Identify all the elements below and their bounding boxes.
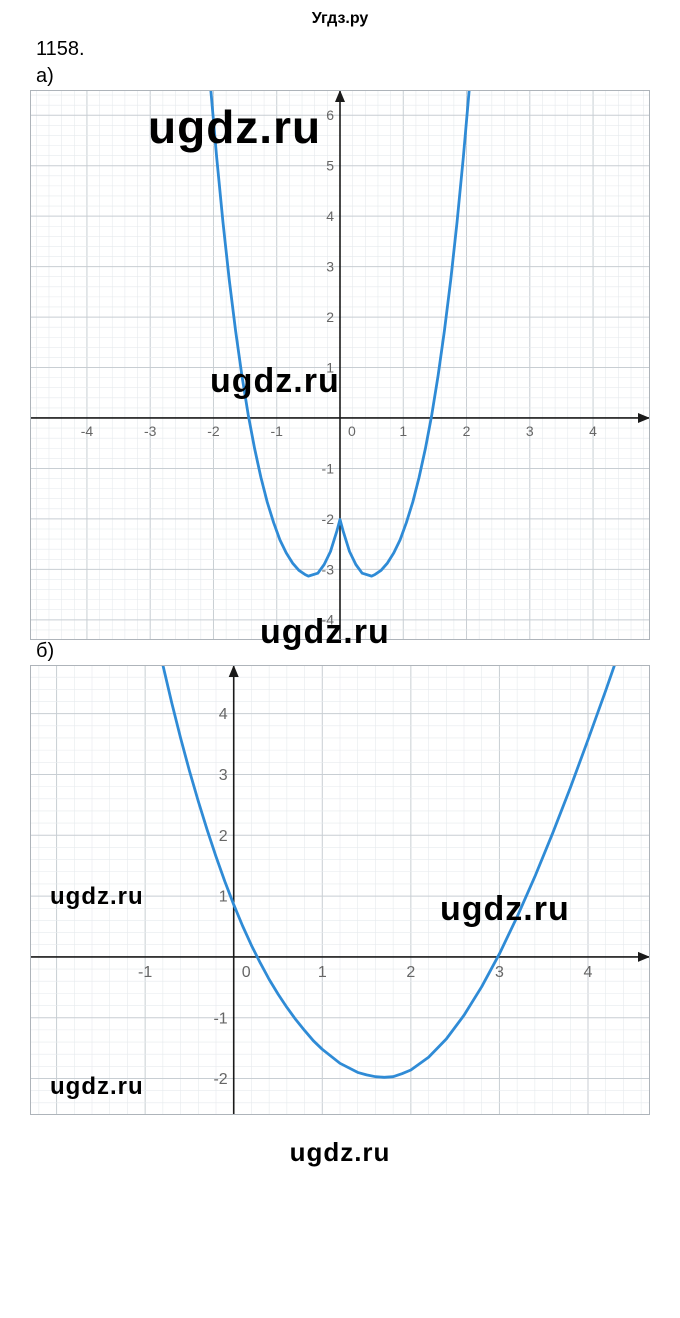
- svg-text:4: 4: [584, 964, 593, 981]
- svg-text:-1: -1: [322, 460, 335, 476]
- svg-text:-1: -1: [213, 1010, 227, 1027]
- svg-text:3: 3: [526, 423, 534, 439]
- svg-text:3: 3: [219, 767, 228, 784]
- svg-text:4: 4: [326, 208, 334, 224]
- svg-text:2: 2: [463, 423, 471, 439]
- svg-text:0: 0: [348, 423, 356, 439]
- svg-text:3: 3: [326, 259, 334, 275]
- chart-a: -4-3-2-11234-4-3-2-11234560: [30, 90, 650, 640]
- svg-text:-2: -2: [213, 1071, 227, 1088]
- svg-text:3: 3: [495, 964, 504, 981]
- problem-number: 1158.: [0, 34, 680, 63]
- svg-text:1: 1: [399, 423, 407, 439]
- chart-b-wrap: -11234-2-112340 ugdz.ruugdz.ruugdz.ru: [30, 665, 650, 1115]
- svg-text:-4: -4: [322, 612, 335, 628]
- svg-text:-2: -2: [207, 423, 220, 439]
- chart-a-wrap: -4-3-2-11234-4-3-2-11234560 ugdz.ruugdz.…: [30, 90, 650, 640]
- svg-text:1: 1: [318, 964, 327, 981]
- svg-text:2: 2: [406, 964, 415, 981]
- svg-text:4: 4: [219, 706, 228, 723]
- page-root: Угдз.ру 1158. а) -4-3-2-11234-4-3-2-1123…: [0, 0, 680, 1186]
- svg-text:1: 1: [326, 359, 334, 375]
- site-header: Угдз.ру: [0, 0, 680, 34]
- svg-text:4: 4: [589, 423, 597, 439]
- svg-text:-2: -2: [322, 511, 335, 527]
- svg-text:-1: -1: [271, 423, 284, 439]
- footer-watermark: ugdz.ru: [0, 1115, 680, 1186]
- svg-text:-3: -3: [144, 423, 157, 439]
- svg-text:-4: -4: [81, 423, 94, 439]
- chart-a-label: а): [0, 63, 680, 90]
- svg-text:5: 5: [326, 158, 334, 174]
- svg-text:0: 0: [242, 964, 251, 981]
- svg-text:1: 1: [219, 889, 228, 906]
- svg-text:2: 2: [219, 828, 228, 845]
- chart-b-label: б): [0, 640, 680, 665]
- svg-text:-1: -1: [138, 964, 152, 981]
- svg-text:2: 2: [326, 309, 334, 325]
- chart-b: -1 1 2 3 4 -2 -1 1 2 3 4 0: [30, 665, 650, 1115]
- svg-text:6: 6: [326, 107, 334, 123]
